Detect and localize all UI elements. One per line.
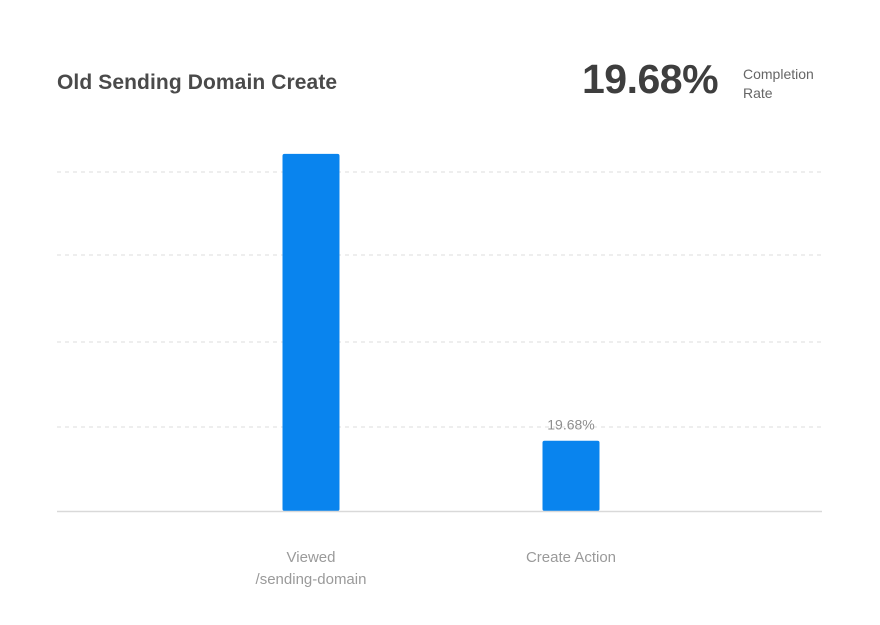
x-tick-label-1-line-1: Viewed (287, 549, 336, 566)
data-label-2: 19.68% (547, 417, 594, 433)
x-tick-label-1-line-2: /sending-domain (256, 571, 367, 588)
completion-rate-value: 19.68% (582, 56, 719, 102)
bar-2[interactable] (542, 440, 600, 511)
data-labels: 19.68% (547, 417, 594, 433)
x-tick-label-2-line-1: Create Action (526, 549, 616, 566)
bars (57, 153, 822, 513)
gridlines (57, 171, 822, 428)
x-axis-tick-labels: Viewed/sending-domain Create Action (256, 549, 616, 588)
chart-title: Old Sending Domain Create (57, 71, 338, 94)
completion-rate-label-line1: Completion (743, 66, 814, 82)
bar-1[interactable] (282, 153, 340, 511)
completion-rate-label: Completion Rate (743, 65, 833, 103)
completion-rate-label-line2: Rate (743, 85, 773, 101)
